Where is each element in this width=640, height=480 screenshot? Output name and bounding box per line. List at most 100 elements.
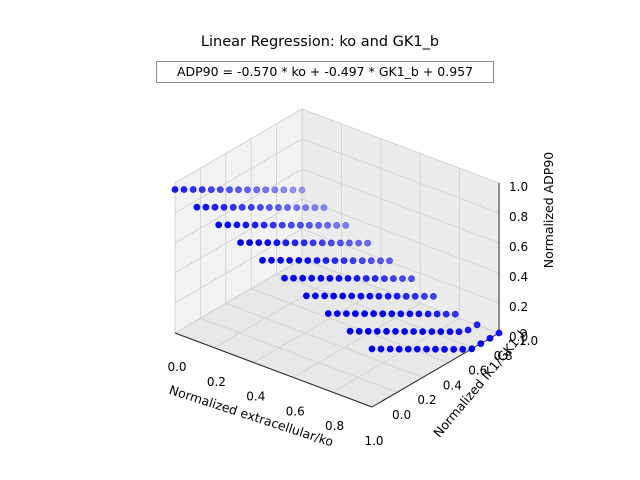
data-point <box>392 327 399 335</box>
x-tick-label: 0.4 <box>246 390 265 404</box>
data-point <box>304 257 312 264</box>
data-point <box>423 345 430 353</box>
data-point <box>419 328 427 335</box>
data-point <box>393 292 401 300</box>
data-point <box>269 221 277 229</box>
data-point <box>268 256 275 264</box>
data-point <box>311 204 319 212</box>
z-tick-label: 0.8 <box>509 210 528 224</box>
data-point <box>373 327 381 335</box>
data-point <box>351 310 359 318</box>
data-point <box>305 221 313 229</box>
data-point <box>253 186 261 194</box>
data-point <box>298 186 306 194</box>
data-point <box>278 221 286 229</box>
data-point <box>324 310 332 317</box>
data-point <box>198 186 206 193</box>
data-point <box>406 310 414 318</box>
data-point <box>296 221 304 229</box>
data-point <box>370 310 377 318</box>
data-point <box>238 203 246 211</box>
data-point <box>265 204 273 211</box>
data-point <box>244 186 251 194</box>
data-point <box>339 292 347 300</box>
data-point <box>324 221 331 229</box>
data-point <box>259 256 266 264</box>
data-point <box>277 256 284 264</box>
data-point <box>441 345 448 353</box>
data-point <box>477 340 485 347</box>
data-point <box>366 292 374 300</box>
data-point <box>271 186 279 194</box>
x-tick-label: 0.0 <box>167 360 186 374</box>
x-tick-label: 0.6 <box>286 404 305 418</box>
data-point <box>322 257 330 264</box>
data-point <box>290 274 297 282</box>
data-point <box>260 221 268 229</box>
gridline <box>225 303 423 378</box>
data-point <box>358 257 366 265</box>
gridline <box>301 138 500 214</box>
data-point <box>446 328 454 336</box>
data-point <box>364 327 372 335</box>
data-point <box>349 257 357 265</box>
gridline <box>174 258 303 334</box>
data-point <box>216 186 224 193</box>
data-point <box>171 186 179 193</box>
data-point <box>247 203 255 211</box>
data-point <box>281 274 288 282</box>
x-tick-label: 0.2 <box>207 375 226 389</box>
data-point <box>255 239 263 246</box>
data-point <box>215 221 223 229</box>
data-point <box>486 334 494 342</box>
gridline <box>214 273 342 349</box>
axis-lines <box>174 183 500 408</box>
data-point <box>399 275 406 282</box>
data-point <box>459 345 467 353</box>
data-point <box>262 186 270 194</box>
data-point <box>402 292 410 300</box>
data-point <box>429 292 437 300</box>
y-tick-label: 0.8 <box>494 349 513 363</box>
data-point <box>291 239 299 247</box>
data-point <box>202 203 210 211</box>
data-point <box>367 257 375 265</box>
data-point <box>315 221 322 229</box>
gridline <box>301 198 500 274</box>
data-point <box>377 345 385 353</box>
data-point <box>355 239 362 247</box>
data-point <box>235 186 242 194</box>
data-point <box>371 275 379 282</box>
x-tick-label: 0.8 <box>325 419 344 433</box>
data-point <box>389 275 397 282</box>
data-point <box>289 186 297 194</box>
data-point <box>256 203 264 211</box>
data-point <box>193 203 201 211</box>
y-tick-label: 0.0 <box>392 408 411 422</box>
data-point <box>275 204 282 211</box>
data-point <box>432 345 439 353</box>
data-point <box>286 256 293 264</box>
data-point <box>348 292 356 300</box>
data-point <box>207 186 215 193</box>
data-point <box>357 292 365 300</box>
data-point <box>361 310 368 318</box>
z-tick-label: 1.0 <box>509 180 528 194</box>
data-point <box>220 203 228 211</box>
data-point <box>299 274 307 282</box>
gridline <box>174 138 303 214</box>
gridline <box>174 168 303 244</box>
data-point <box>355 327 363 335</box>
gridline <box>301 168 500 244</box>
data-points <box>171 186 503 353</box>
regression-equation: ADP90 = -0.570 * ko + -0.497 * GK1_b + 0… <box>156 61 494 83</box>
data-point <box>211 203 219 211</box>
data-point <box>411 292 419 300</box>
data-point <box>327 239 335 247</box>
data-point <box>246 239 253 246</box>
data-point <box>302 292 310 300</box>
data-point <box>333 221 341 229</box>
data-point <box>420 292 428 300</box>
data-point <box>233 221 241 229</box>
